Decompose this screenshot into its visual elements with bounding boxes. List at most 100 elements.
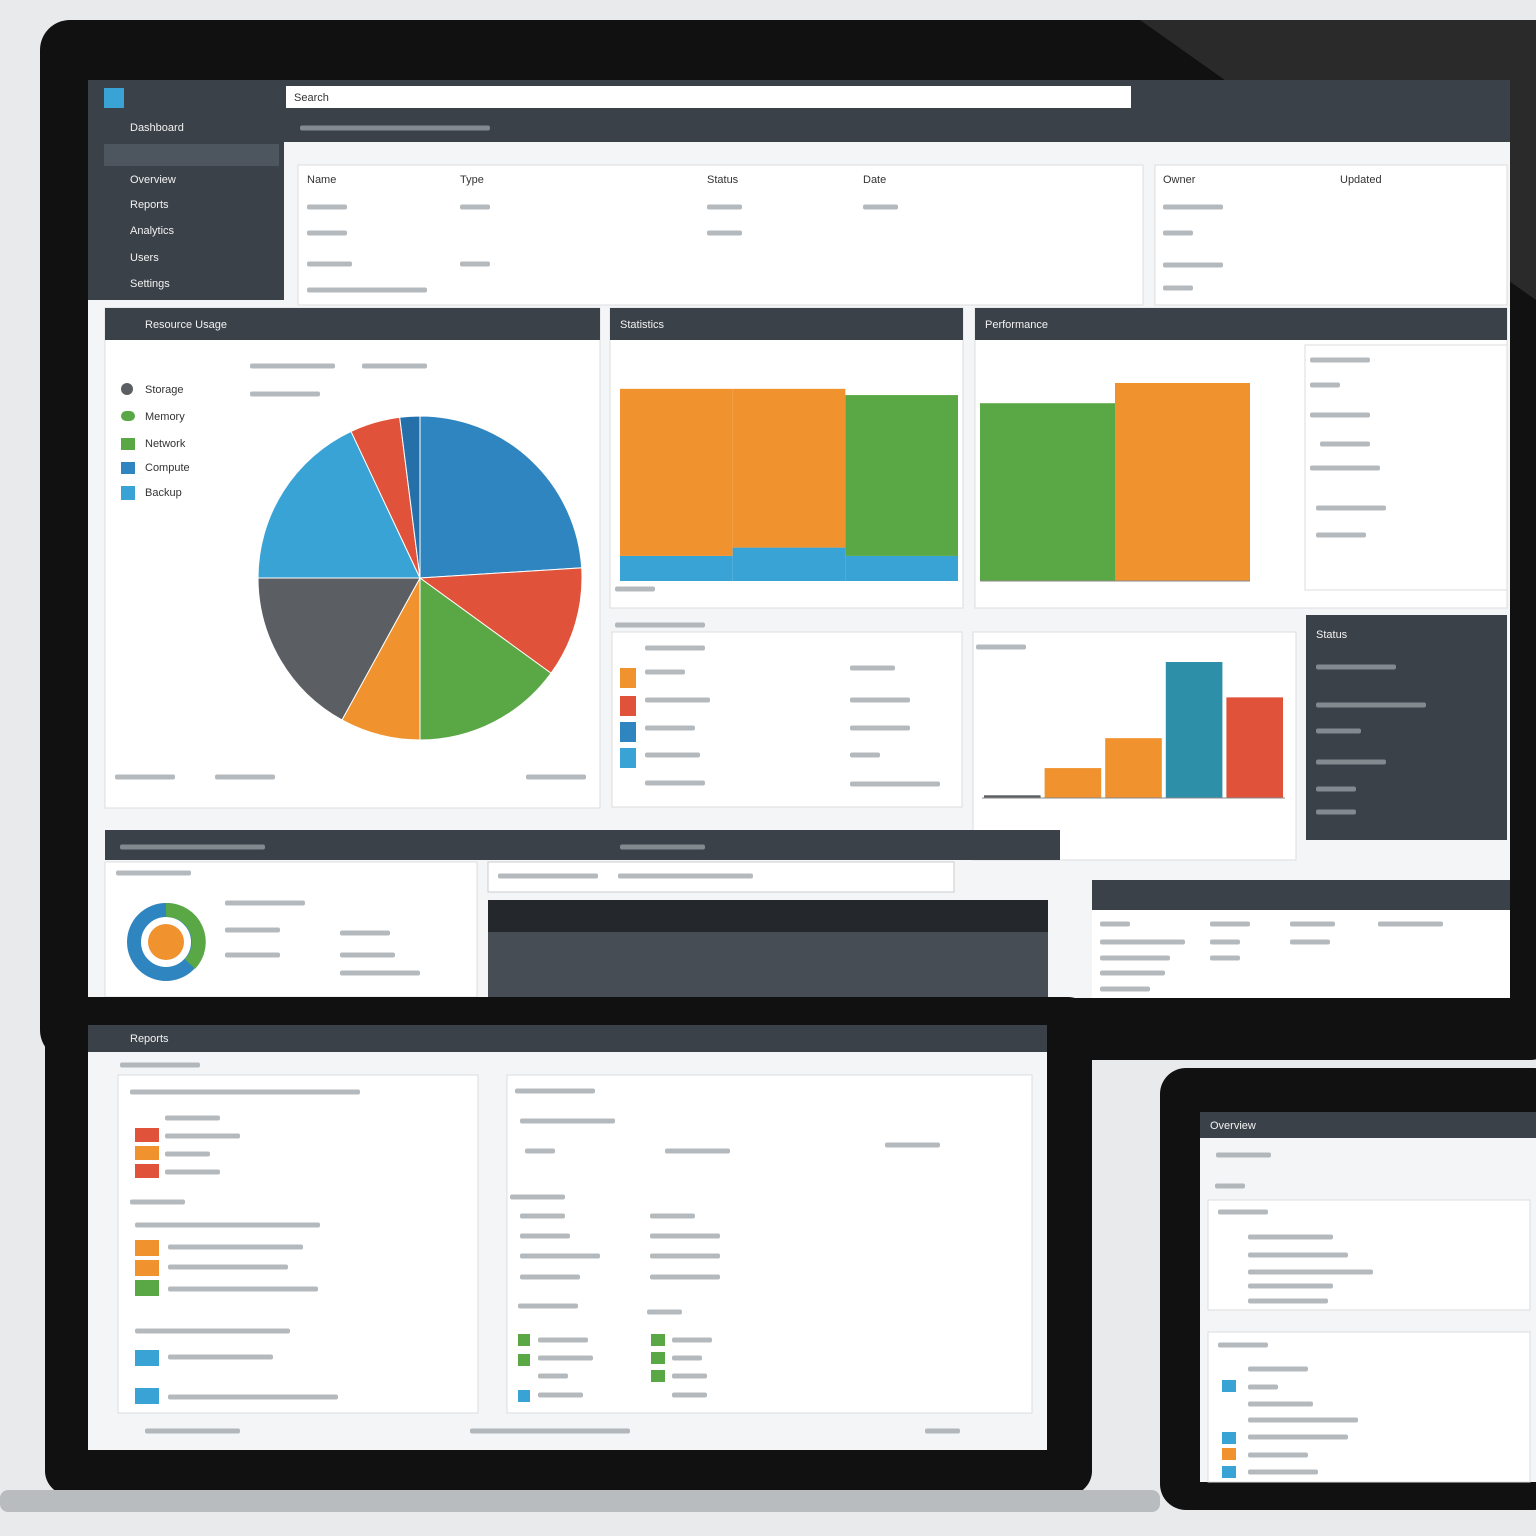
text-placeholder [120,844,265,850]
bar-segment [620,555,733,581]
bar [1165,662,1223,798]
donut-center [148,924,184,960]
text-placeholder [672,1337,712,1343]
text-placeholder [470,1428,630,1434]
nav-item[interactable]: Users [130,252,159,264]
text-placeholder [1316,786,1356,792]
text-placeholder [225,927,280,933]
text-placeholder [1218,1209,1268,1215]
icon [651,1370,665,1382]
text-placeholder [1210,939,1240,945]
donut-ring [165,903,206,969]
text-placeholder [672,1355,702,1361]
text-placeholder [850,697,910,703]
nav-item[interactable]: Settings [130,278,170,290]
bar [1226,697,1283,798]
side-header: Updated [1340,174,1382,186]
icon [135,1146,159,1160]
text-placeholder [1248,1269,1373,1275]
icon [1222,1432,1236,1444]
laptop-header [88,1025,1047,1052]
list-icon [620,668,636,688]
icon [518,1354,530,1366]
text-placeholder [520,1274,580,1280]
text-placeholder [1100,986,1150,992]
legend-label: Network [145,438,186,450]
legend-icon [121,462,135,474]
icon [651,1334,665,1346]
text-placeholder [976,644,1026,650]
text-placeholder [1100,955,1170,961]
bar-segment [845,395,958,556]
text-placeholder [518,1303,578,1309]
legend-icon [121,438,135,450]
nav-item[interactable]: Analytics [130,225,175,237]
text-placeholder [1218,1342,1268,1348]
panel-header [610,308,963,340]
laptop-title: Reports [130,1033,169,1045]
text-placeholder [1163,285,1193,291]
pie-chart [257,415,583,741]
nav-item[interactable]: Reports [130,199,169,211]
icon [651,1352,665,1364]
tablet-title: Overview [1210,1120,1256,1132]
text-placeholder [1290,939,1330,945]
text-placeholder [647,1309,682,1315]
text-placeholder [340,952,395,958]
table-panel [297,164,1144,306]
text-placeholder [650,1213,695,1219]
bar-segment [620,388,733,556]
icon [518,1390,530,1402]
text-placeholder [340,970,420,976]
legend-label: Memory [145,411,185,423]
text-placeholder [1290,921,1335,927]
text-placeholder [525,1148,555,1154]
text-placeholder [1248,1283,1333,1289]
text-placeholder [618,873,753,879]
list-icon [620,748,636,768]
text-placeholder [1248,1434,1348,1440]
text-placeholder [1310,357,1370,363]
text-placeholder [520,1253,600,1259]
bar [980,403,1115,581]
text-placeholder [1248,1366,1308,1372]
text-placeholder [672,1392,707,1398]
text-placeholder [538,1337,588,1343]
text-placeholder [650,1274,720,1280]
text-placeholder [168,1264,288,1270]
nav-item[interactable]: Overview [130,174,176,186]
text-placeholder [1248,1452,1308,1458]
bar-segment [732,547,846,581]
text-placeholder [1248,1234,1333,1240]
icon [135,1240,159,1256]
text-placeholder [165,1115,220,1121]
text-placeholder [1163,262,1223,268]
laptop-icons [135,1128,665,1404]
text-placeholder [850,752,880,758]
icon [518,1334,530,1346]
search-text: Search [294,92,329,104]
text-placeholder [520,1213,565,1219]
text-placeholder [1310,382,1340,388]
laptop-panel [506,1074,1033,1414]
text-placeholder [665,1148,730,1154]
icon [135,1260,159,1276]
pie-slice [399,415,421,579]
text-placeholder [1248,1417,1358,1423]
legend-label: Backup [145,487,182,499]
table-header: Status [707,174,739,186]
search-box[interactable] [286,86,1131,108]
text-placeholder [1100,921,1130,927]
table-header: Name [307,174,336,186]
text-placeholder [165,1133,240,1139]
text-placeholder [863,204,898,210]
text-placeholder [645,669,685,675]
text-placeholder [615,586,655,592]
text-placeholder [510,1194,565,1200]
text-placeholder [520,1118,615,1124]
overlay-header [488,900,1048,932]
text-placeholder [526,774,586,780]
text-placeholder [645,780,705,786]
text-placeholder [1316,664,1396,670]
side-header: Owner [1163,174,1196,186]
